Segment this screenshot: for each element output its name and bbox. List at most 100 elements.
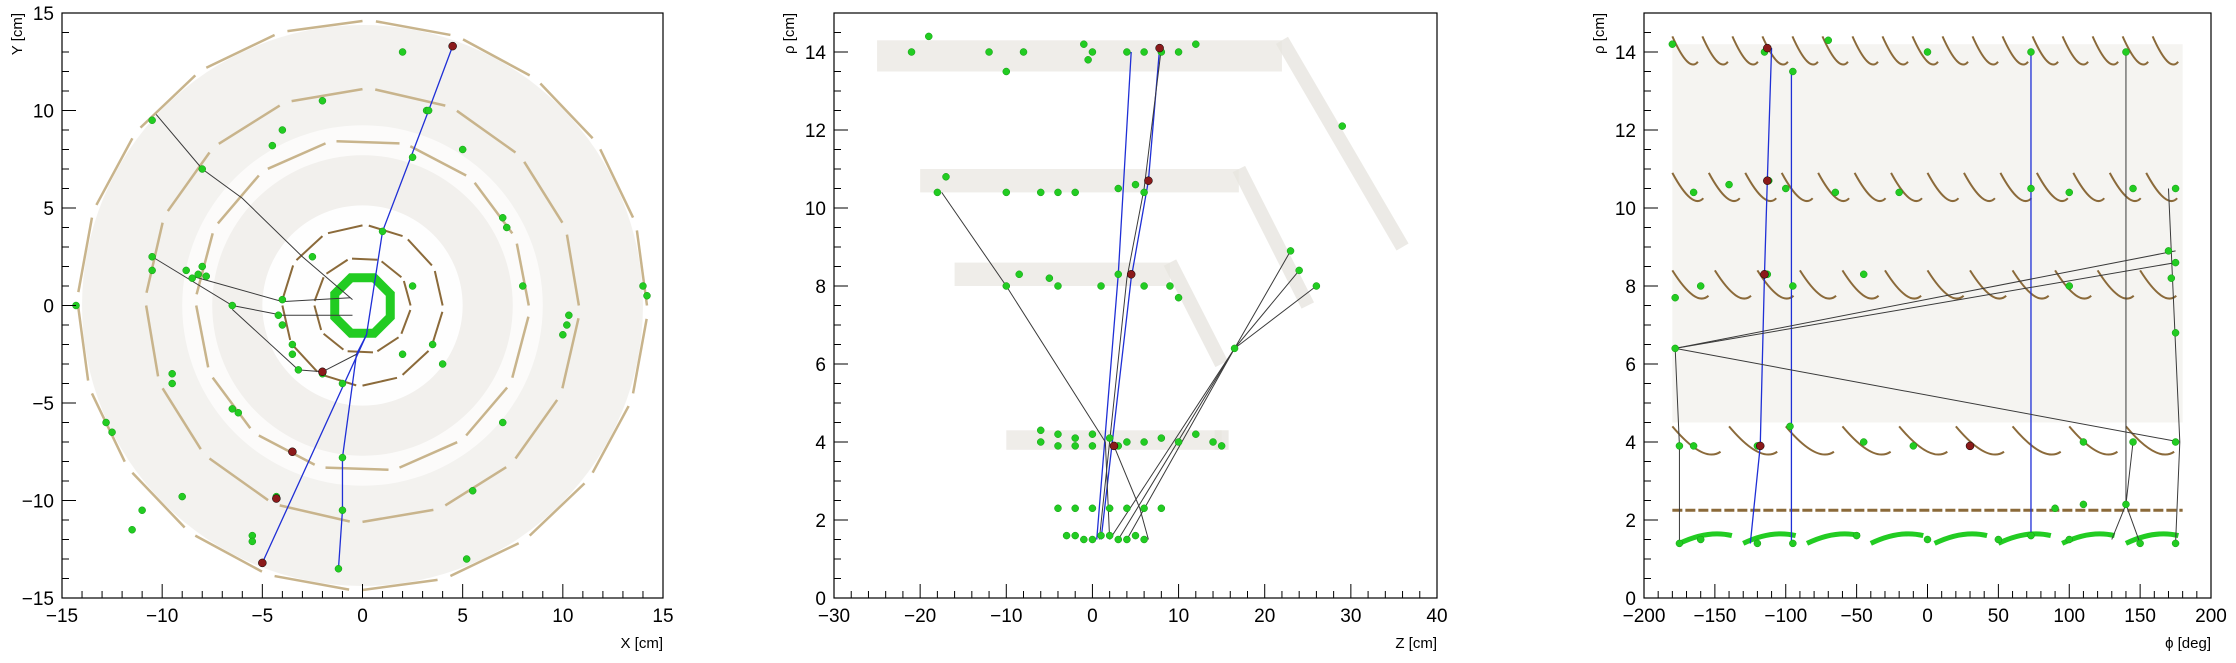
y-tick-label: 0 xyxy=(43,297,54,318)
x-tick-label: −150 xyxy=(1693,606,1736,627)
sensor-stave xyxy=(514,399,559,460)
sensor-stave xyxy=(400,309,412,335)
sensor-stave xyxy=(161,387,202,450)
stave-arc xyxy=(1971,35,1999,66)
y-tick-label: 10 xyxy=(33,102,54,123)
sensor-stave xyxy=(336,140,400,145)
hit-point xyxy=(228,301,237,310)
hit-point xyxy=(563,321,571,329)
y-tick-label: 12 xyxy=(1615,121,1636,142)
hit-point xyxy=(925,32,933,41)
hit-point xyxy=(933,188,942,197)
track-vertex-marker xyxy=(1144,176,1153,185)
hit-point xyxy=(2079,438,2088,446)
hit-point xyxy=(2027,48,2035,56)
y-axis-title: ρ [cm] xyxy=(1591,13,1608,54)
sensor-stave xyxy=(144,305,160,377)
reconstructed-track-black xyxy=(155,114,353,301)
sensor-stave xyxy=(362,578,438,592)
hit-point xyxy=(2122,48,2130,56)
hit-point xyxy=(1852,531,1861,540)
sensor-stave xyxy=(528,482,586,537)
hit-point xyxy=(1123,438,1131,446)
hit-point xyxy=(1338,122,1346,130)
sensor-stave xyxy=(95,137,134,206)
stave-arc xyxy=(2151,35,2179,66)
hit-point xyxy=(1015,270,1023,279)
hit-point xyxy=(318,97,327,105)
sensor-stave xyxy=(166,151,211,212)
stave-arc xyxy=(1841,269,1880,300)
hit-point xyxy=(398,350,407,358)
endcap-layer xyxy=(1163,259,1228,368)
stave-arc xyxy=(1890,172,1923,203)
hit-point xyxy=(2129,184,2137,193)
hit-point xyxy=(234,409,243,417)
stave-arc xyxy=(2096,269,2135,300)
hit-point xyxy=(268,141,277,150)
y-axis-title: ρ [cm] xyxy=(781,13,798,54)
stave-arc xyxy=(1707,172,1741,203)
track-vertex-marker xyxy=(1760,270,1769,279)
barrel-layer xyxy=(954,262,1170,286)
x-tick-label: −50 xyxy=(1841,606,1873,627)
hit-point xyxy=(2051,504,2059,513)
stave-arc xyxy=(1671,425,1722,456)
hit-point xyxy=(138,506,146,514)
hit-point xyxy=(1859,438,1868,446)
rz-view-panel: −30 −20 −10 0 10 20 30 40 0 2 4 6 8 10 12 14 Z [cm] ρ [cm… xyxy=(781,12,1448,652)
hit-point xyxy=(188,274,196,282)
sensor-stave xyxy=(267,142,327,170)
x-tick-label: −15 xyxy=(46,606,78,627)
stave-arc xyxy=(2068,425,2119,456)
hit-point xyxy=(2079,500,2088,509)
sensor-stave xyxy=(327,224,363,235)
sensor-stave xyxy=(325,258,349,275)
x-tick-label: 5 xyxy=(457,606,468,627)
hit-point xyxy=(519,282,527,290)
reconstructed-track-black xyxy=(2167,188,2181,544)
sensor-stave xyxy=(218,104,281,145)
sensor-stave xyxy=(287,19,363,33)
sensor-stave xyxy=(76,305,90,381)
y-tick-label: 0 xyxy=(1625,589,1636,610)
hit-point xyxy=(1192,40,1200,48)
x-tick-label: −10 xyxy=(146,606,178,627)
hit-point xyxy=(458,145,467,154)
sensor-stave xyxy=(194,534,263,573)
stave-arc xyxy=(1714,269,1752,300)
sensor-stave xyxy=(433,270,444,306)
stave-arc xyxy=(1817,172,1850,203)
hit-point xyxy=(228,405,237,413)
x-tick-label: −30 xyxy=(818,606,850,627)
x-axis-title: ϕ [deg] xyxy=(2165,635,2211,652)
y-tick-label: 2 xyxy=(1625,511,1636,532)
reconstructed-track-black xyxy=(1117,270,1300,540)
sensor-stave xyxy=(313,305,323,331)
hit-point xyxy=(198,165,206,173)
hit-point xyxy=(148,266,156,275)
x-tick-label: −200 xyxy=(1623,606,1666,627)
stave-arc xyxy=(1841,425,1892,456)
y-tick-label: 6 xyxy=(1625,355,1636,376)
hit-point xyxy=(1114,270,1123,279)
sensor-stave xyxy=(279,504,351,523)
barrel-layer xyxy=(920,169,1239,193)
hit-point xyxy=(1782,184,1790,193)
hit-point xyxy=(2164,247,2173,255)
hit-point xyxy=(1671,344,1679,353)
sensor-stave xyxy=(409,145,467,177)
hit-point xyxy=(288,350,297,358)
sensor-stave xyxy=(292,344,318,373)
track-vertex-marker xyxy=(1763,176,1772,185)
track-vertex-marker xyxy=(1109,441,1119,451)
hit-point xyxy=(2065,282,2073,290)
hit-point xyxy=(198,262,206,271)
stave-arc xyxy=(1955,425,2005,456)
stave-arc xyxy=(1851,35,1879,66)
stave-arc xyxy=(1853,172,1887,203)
sensor-stave xyxy=(291,87,363,103)
sensor-stave xyxy=(347,350,374,354)
hit-point xyxy=(1088,430,1097,438)
